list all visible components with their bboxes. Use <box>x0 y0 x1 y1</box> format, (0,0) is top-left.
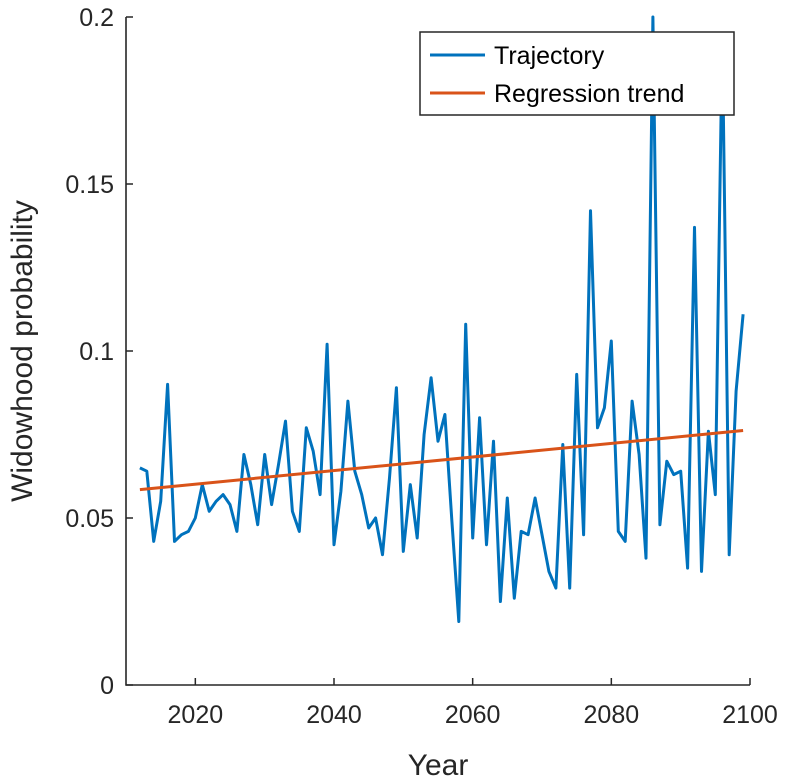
series-layer <box>139 15 745 623</box>
regression-trend-line <box>139 429 744 492</box>
x-tick-label: 2020 <box>168 701 224 729</box>
y-tick-label: 0.1 <box>79 338 114 366</box>
legend-label-regression-trend: Regression trend <box>494 80 684 108</box>
axis-ticks: 2020 2040 2060 2080 2100 0 0.05 0.1 0.15 0.2 <box>65 4 777 729</box>
legend-label-trajectory: Trajectory <box>494 42 605 70</box>
y-axis-label: Widowhood probability <box>6 200 39 502</box>
trajectory-line <box>139 15 745 623</box>
plot-area: 2020 2040 2060 2080 2100 0 0.05 0.1 0.15 0.2 <box>65 4 777 729</box>
x-tick-label: 2080 <box>584 701 640 729</box>
y-tick-label: 0.2 <box>79 4 114 32</box>
y-tick-label: 0.15 <box>65 171 114 199</box>
y-tick-label: 0 <box>100 672 114 700</box>
x-tick-label: 2060 <box>445 701 501 729</box>
legend: Trajectory Regression trend <box>419 31 735 116</box>
legend-box <box>419 31 735 116</box>
x-axis-label: Year <box>408 749 469 782</box>
y-tick-label: 0.05 <box>65 505 114 533</box>
x-tick-label: 2100 <box>722 701 778 729</box>
x-tick-label: 2040 <box>306 701 362 729</box>
